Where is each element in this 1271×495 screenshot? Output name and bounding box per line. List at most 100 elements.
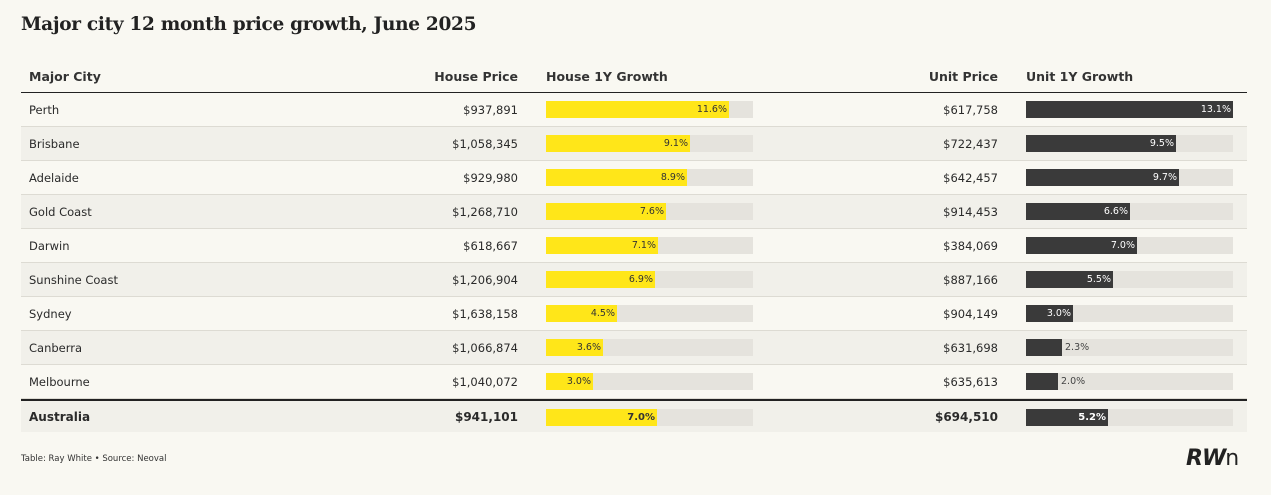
table-row: Brisbane $1,058,345 9.1% $722,437 9.5%: [21, 127, 1247, 161]
header-house-growth: House 1Y Growth: [546, 69, 668, 84]
unit-growth-label: 5.5%: [1086, 274, 1111, 285]
unit-price: $642,457: [943, 170, 998, 185]
house-growth-bar: [546, 237, 658, 254]
house-growth-label: 4.5%: [590, 308, 615, 319]
unit-growth-bar: [1026, 237, 1137, 254]
table-row: Adelaide $929,980 8.9% $642,457 9.7%: [21, 161, 1247, 195]
unit-growth-label: 6.6%: [1103, 206, 1128, 217]
house-growth-bar-track: 7.6%: [546, 203, 753, 220]
house-growth-label: 7.0%: [627, 412, 655, 423]
unit-growth-bar: [1026, 135, 1176, 152]
house-growth-label: 3.0%: [566, 376, 591, 387]
house-growth-bar-track: 11.6%: [546, 101, 753, 118]
unit-growth-bar-track: 2.3%: [1026, 339, 1233, 356]
unit-price: $904,149: [943, 306, 998, 321]
city-name: Canberra: [29, 340, 83, 355]
house-growth-bar: [546, 135, 690, 152]
header-house-price: House Price: [434, 69, 518, 84]
city-name: Darwin: [29, 238, 70, 253]
chart-title: Major city 12 month price growth, June 2…: [21, 14, 477, 35]
unit-growth-label: 13.1%: [1200, 104, 1231, 115]
unit-growth-bar: [1026, 339, 1062, 356]
house-growth-label: 6.9%: [628, 274, 653, 285]
unit-growth-label: 9.7%: [1152, 172, 1177, 183]
house-growth-bar-track: 3.6%: [546, 339, 753, 356]
unit-growth-bar: [1026, 409, 1108, 426]
unit-growth-label: 3.0%: [1046, 308, 1071, 319]
unit-growth-bar: [1026, 373, 1058, 390]
city-name: Adelaide: [29, 170, 79, 185]
unit-growth-bar-track: 9.5%: [1026, 135, 1233, 152]
house-growth-bar: [546, 169, 687, 186]
unit-growth-bar: [1026, 169, 1179, 186]
house-price: $1,638,158: [452, 306, 518, 321]
unit-growth-bar-track: 13.1%: [1026, 101, 1233, 118]
house-growth-bar: [546, 409, 657, 426]
unit-price: $694,510: [934, 409, 998, 424]
unit-price: $384,069: [943, 238, 998, 253]
house-growth-label: 7.6%: [639, 206, 664, 217]
unit-growth-bar-track: 9.7%: [1026, 169, 1233, 186]
house-growth-label: 9.1%: [663, 138, 688, 149]
logo-letters: RW: [1186, 446, 1226, 471]
unit-growth-label: 2.0%: [1061, 376, 1086, 387]
unit-price: $631,698: [943, 340, 998, 355]
house-price: $1,268,710: [452, 204, 518, 219]
house-price: $929,980: [463, 170, 518, 185]
house-growth-label: 7.1%: [631, 240, 656, 251]
header-unit-growth: Unit 1Y Growth: [1026, 69, 1134, 84]
city-name: Brisbane: [29, 136, 80, 151]
house-growth-bar-track: 3.0%: [546, 373, 753, 390]
unit-price: $887,166: [943, 272, 998, 287]
unit-growth-bar-track: 5.5%: [1026, 271, 1233, 288]
house-growth-label: 11.6%: [696, 104, 727, 115]
city-name: Sydney: [29, 306, 72, 321]
house-growth-bar: [546, 271, 655, 288]
unit-price: $635,613: [943, 374, 998, 389]
table-row: Melbourne $1,040,072 3.0% $635,613 2.0%: [21, 365, 1247, 399]
unit-growth-bar-track: 5.2%: [1026, 409, 1233, 426]
city-name: Gold Coast: [29, 204, 92, 219]
table-row: Sydney $1,638,158 4.5% $904,149 3.0%: [21, 297, 1247, 331]
house-growth-bar-track: 8.9%: [546, 169, 753, 186]
unit-growth-bar: [1026, 305, 1073, 322]
logo-suffix: n: [1225, 446, 1239, 471]
house-price: $1,040,072: [452, 374, 518, 389]
unit-growth-label: 5.2%: [1078, 412, 1106, 423]
source-note: Table: Ray White • Source: Neoval: [21, 454, 167, 464]
house-price: $1,206,904: [452, 272, 518, 287]
table-row: Canberra $1,066,874 3.6% $631,698 2.3%: [21, 331, 1247, 365]
unit-growth-bar: [1026, 203, 1130, 220]
house-price: $618,667: [463, 238, 518, 253]
house-growth-label: 8.9%: [660, 172, 685, 183]
unit-growth-bar-track: 2.0%: [1026, 373, 1233, 390]
unit-growth-bar-track: 6.6%: [1026, 203, 1233, 220]
house-growth-bar-track: 6.9%: [546, 271, 753, 288]
ray-white-logo: RWn: [1186, 446, 1239, 471]
table-row: Gold Coast $1,268,710 7.6% $914,453 6.6%: [21, 195, 1247, 229]
house-price: $1,066,874: [452, 340, 518, 355]
house-growth-bar-track: 7.0%: [546, 409, 753, 426]
house-growth-bar-track: 9.1%: [546, 135, 753, 152]
unit-growth-bar-track: 7.0%: [1026, 237, 1233, 254]
unit-growth-label: 2.3%: [1065, 342, 1090, 353]
table-row: Darwin $618,667 7.1% $384,069 7.0%: [21, 229, 1247, 263]
house-growth-bar: [546, 339, 603, 356]
unit-price: $722,437: [943, 136, 998, 151]
unit-price: $914,453: [943, 204, 998, 219]
unit-growth-label: 9.5%: [1149, 138, 1174, 149]
house-price: $941,101: [454, 409, 518, 424]
house-growth-bar-track: 4.5%: [546, 305, 753, 322]
city-name: Perth: [29, 102, 60, 117]
house-growth-label: 3.6%: [576, 342, 601, 353]
city-name: Australia: [29, 409, 91, 424]
table-row: Perth $937,891 11.6% $617,758 13.1%: [21, 93, 1247, 127]
table-row: Sunshine Coast $1,206,904 6.9% $887,166 5.5%: [21, 263, 1247, 297]
house-growth-bar: [546, 305, 617, 322]
table-header-row: Major City House Price House 1Y Growth U…: [21, 61, 1247, 93]
total-row: Australia $941,101 7.0% $694,510 5.2%: [21, 399, 1247, 432]
unit-price: $617,758: [943, 102, 998, 117]
house-price: $1,058,345: [452, 136, 518, 151]
unit-growth-bar-track: 3.0%: [1026, 305, 1233, 322]
unit-growth-bar: [1026, 101, 1233, 118]
